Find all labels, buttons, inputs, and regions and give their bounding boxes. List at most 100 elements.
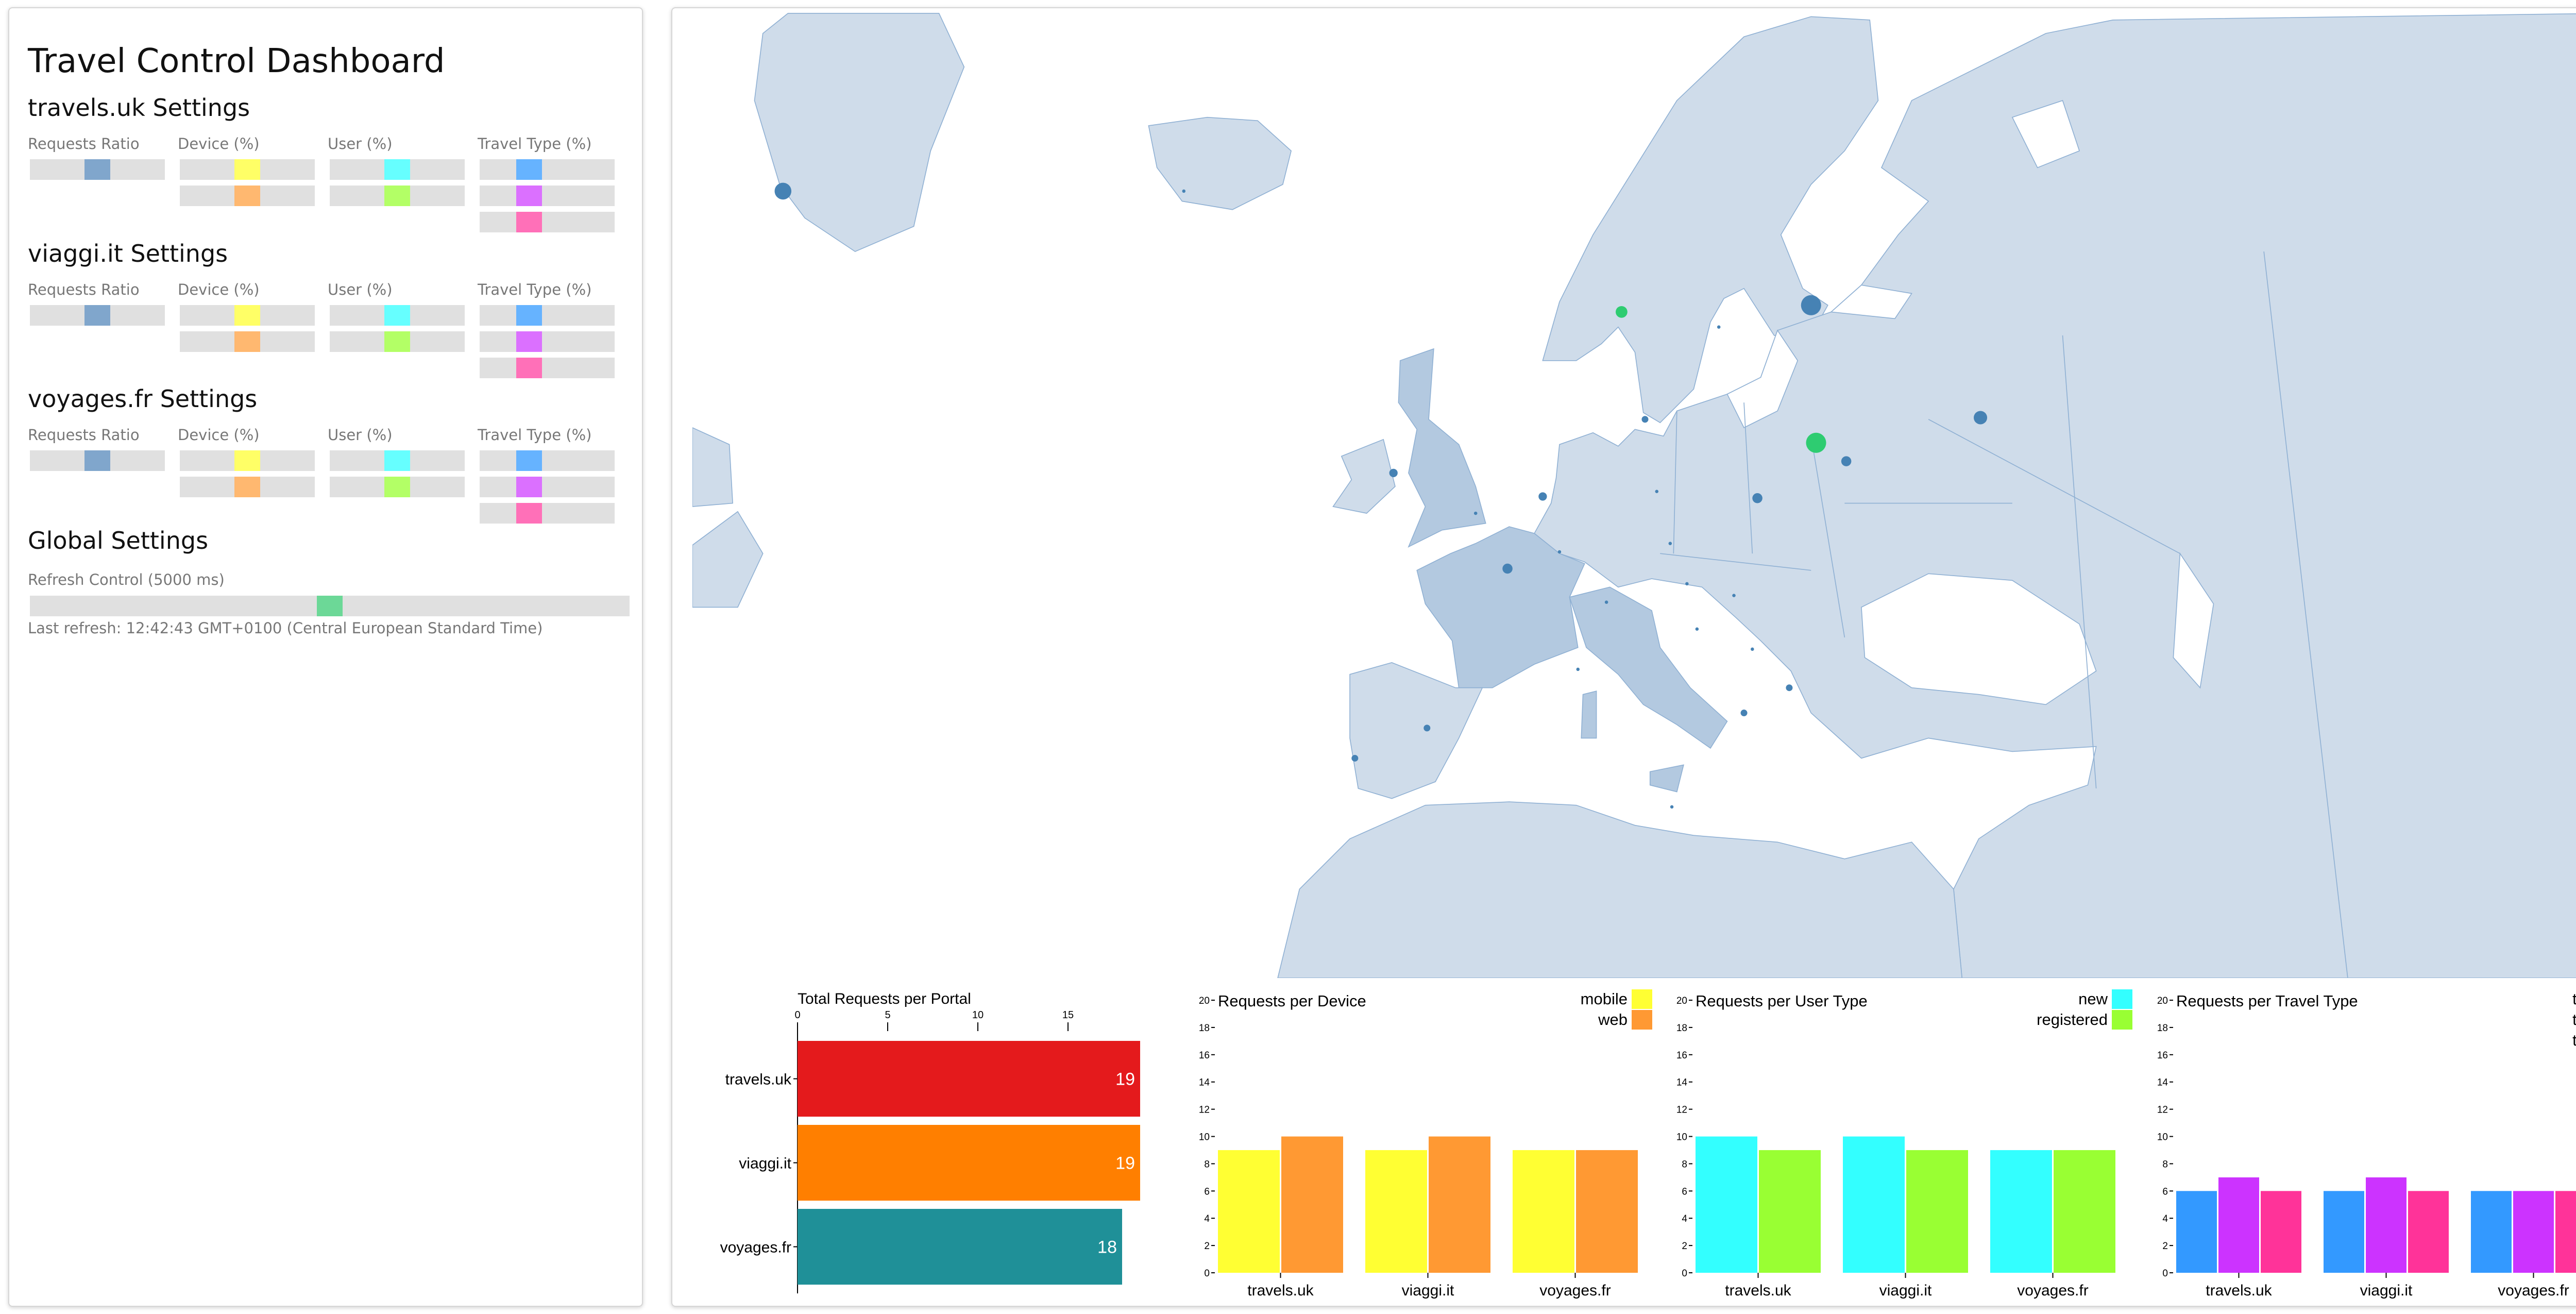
bar-travels.uk-web[interactable] [1281,1136,1343,1273]
slider-thumb[interactable] [384,477,410,497]
country-ireland[interactable] [1332,439,1396,514]
slider-thumb[interactable] [516,358,542,378]
slider-thumb[interactable] [234,450,260,471]
travel-type-slider[interactable] [480,331,615,352]
bar-viaggi.it-t2[interactable] [2366,1177,2406,1273]
slider-thumb[interactable] [234,305,260,326]
city-marker[interactable] [1685,582,1689,586]
city-marker[interactable] [1786,684,1793,692]
city-marker[interactable] [1641,416,1649,423]
user-slider[interactable] [330,305,465,326]
city-marker[interactable] [1616,306,1628,318]
city-marker[interactable] [1655,490,1659,493]
slider-thumb[interactable] [384,159,410,180]
slider-thumb[interactable] [516,305,542,326]
city-marker[interactable] [1389,468,1398,478]
user-slider[interactable] [330,477,465,497]
country-italy[interactable] [1569,586,1728,749]
bar-travels.uk-t2[interactable] [2218,1177,2259,1273]
bar-viaggi.it-new[interactable] [1843,1136,1905,1273]
city-marker[interactable] [1502,563,1513,574]
bar-voyages.fr-web[interactable] [1576,1150,1638,1273]
city-marker[interactable] [774,182,792,200]
user-slider[interactable] [330,186,465,206]
bar-voyages.fr-t1[interactable] [2471,1191,2512,1273]
country-sicily[interactable] [1649,764,1684,793]
slider-thumb[interactable] [84,450,110,471]
city-marker[interactable] [1806,432,1826,453]
city-marker[interactable] [1576,667,1580,671]
travel-type-slider[interactable] [480,450,615,471]
city-marker[interactable] [1974,411,1988,425]
device-slider[interactable] [180,159,315,180]
country-sardinia[interactable] [1581,690,1597,739]
bar-travels.uk-t3[interactable] [2261,1191,2301,1273]
slider-thumb[interactable] [234,331,260,352]
slider-thumb[interactable] [384,305,410,326]
city-marker[interactable] [1351,754,1359,762]
device-slider[interactable] [180,186,315,206]
travel-type-slider[interactable] [480,503,615,524]
city-marker[interactable] [1604,600,1608,604]
slider-thumb[interactable] [516,503,542,524]
bar-travels.uk-mobile[interactable] [1218,1150,1280,1273]
city-marker[interactable] [1740,710,1748,717]
device-slider[interactable] [180,450,315,471]
bar-voyages.fr-t2[interactable] [2513,1191,2554,1273]
country-greenland[interactable] [754,12,965,252]
city-marker[interactable] [1841,456,1852,466]
user-slider[interactable] [330,450,465,471]
user-slider[interactable] [330,159,465,180]
city-marker[interactable] [1473,511,1478,515]
device-slider[interactable] [180,331,315,352]
city-marker[interactable] [1670,805,1674,809]
bar-voyages.fr-registered[interactable] [2054,1150,2115,1273]
city-marker[interactable] [1732,594,1736,597]
country-america-coast-2[interactable] [692,511,764,608]
slider-thumb[interactable] [516,186,542,206]
slider-thumb[interactable] [84,305,110,326]
city-marker[interactable] [1182,189,1186,193]
travel-type-slider[interactable] [480,212,615,232]
refresh-control-slider[interactable] [30,596,630,616]
country-iberia[interactable] [1349,662,1483,799]
slider-thumb[interactable] [384,186,410,206]
slider-thumb[interactable] [234,477,260,497]
bar-viaggi.it[interactable] [798,1125,1140,1201]
country-africa[interactable] [1277,801,1963,978]
device-slider[interactable] [180,305,315,326]
user-slider[interactable] [330,331,465,352]
slider-thumb[interactable] [384,450,410,471]
slider-thumb[interactable] [516,331,542,352]
ratio-slider[interactable] [30,159,165,180]
slider-thumb[interactable] [516,212,542,232]
city-marker[interactable] [1752,493,1762,503]
device-slider[interactable] [180,477,315,497]
slider-thumb[interactable] [516,477,542,497]
bar-viaggi.it-registered[interactable] [1906,1150,1968,1273]
bar-viaggi.it-t3[interactable] [2408,1191,2449,1273]
slider-thumb[interactable] [384,331,410,352]
slider-thumb[interactable] [234,186,260,206]
travel-type-slider[interactable] [480,305,615,326]
bar-viaggi.it-t1[interactable] [2324,1191,2364,1273]
country-iceland[interactable] [1148,116,1292,210]
city-marker[interactable] [1423,725,1431,732]
bar-voyages.fr-new[interactable] [1990,1150,2052,1273]
slider-thumb[interactable] [516,450,542,471]
bar-voyages.fr[interactable] [798,1209,1122,1285]
city-marker[interactable] [1751,647,1754,651]
bar-travels.uk[interactable] [798,1041,1140,1117]
country-scandinavia[interactable] [1542,16,1879,424]
slider-thumb[interactable] [516,159,542,180]
refresh-slider-thumb[interactable] [317,596,343,616]
travel-type-slider[interactable] [480,159,615,180]
bar-viaggi.it-web[interactable] [1429,1136,1490,1273]
country-uk[interactable] [1398,348,1486,548]
bar-voyages.fr-mobile[interactable] [1513,1150,1574,1273]
europe-map[interactable] [692,8,2576,978]
travel-type-slider[interactable] [480,477,615,497]
travel-type-slider[interactable] [480,186,615,206]
ratio-slider[interactable] [30,305,165,326]
bar-travels.uk-t1[interactable] [2176,1191,2217,1273]
